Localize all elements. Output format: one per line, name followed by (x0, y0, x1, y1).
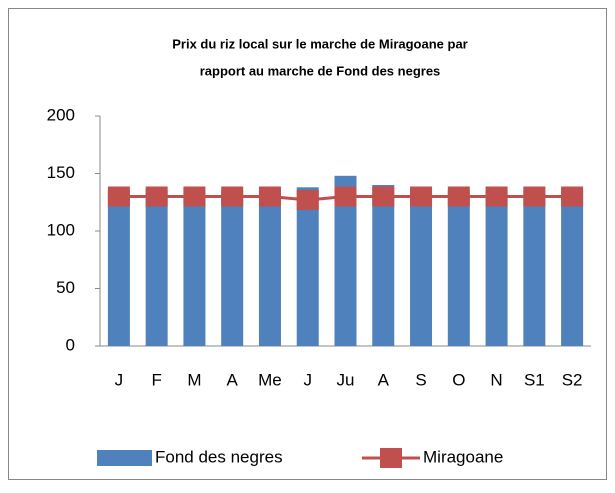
x-tick-label: S1 (524, 370, 545, 389)
bar (258, 190, 281, 346)
bar (447, 190, 470, 346)
line-marker (258, 186, 281, 207)
chart-title: Prix du riz local sur le marche de Mirag… (172, 36, 468, 51)
line-marker (183, 186, 206, 207)
line-marker (296, 189, 319, 210)
bar (523, 190, 546, 346)
x-tick-label: A (227, 370, 239, 389)
bar (485, 190, 508, 346)
line-marker (372, 186, 395, 207)
legend-swatch (380, 448, 402, 468)
line-marker (485, 186, 508, 207)
legend-label: Fond des negres (155, 447, 283, 466)
x-tick-label: Me (258, 370, 282, 389)
bar (334, 175, 357, 346)
x-tick-label: S2 (562, 370, 583, 389)
bar (410, 190, 433, 346)
line-marker (561, 186, 584, 207)
line-marker (107, 186, 130, 207)
x-tick-label: M (187, 370, 201, 389)
bar (296, 187, 319, 346)
line-marker (447, 186, 470, 207)
line-marker (221, 186, 244, 207)
bar (183, 190, 206, 346)
bar (107, 190, 130, 346)
bar (221, 190, 244, 346)
x-tick-label: A (378, 370, 390, 389)
legend-label: Miragoane (423, 447, 503, 466)
line-marker (410, 186, 433, 207)
y-tick-label: 150 (47, 163, 75, 182)
x-tick-label: J (303, 370, 312, 389)
y-tick-label: 200 (47, 105, 75, 124)
chart-title: rapport au marche de Fond des negres (200, 63, 441, 78)
y-tick-label: 0 (66, 335, 75, 354)
y-tick-label: 50 (56, 278, 75, 297)
line-marker (334, 186, 357, 207)
bar (561, 190, 584, 346)
bar (145, 190, 168, 346)
x-tick-label: Ju (337, 370, 355, 389)
legend-swatch (97, 450, 152, 466)
x-tick-label: F (151, 370, 161, 389)
x-tick-label: N (490, 370, 502, 389)
bar (372, 185, 395, 346)
x-tick-label: S (415, 370, 426, 389)
y-tick-label: 100 (47, 220, 75, 239)
x-tick-label: O (452, 370, 465, 389)
x-tick-label: J (115, 370, 124, 389)
line-marker (145, 186, 168, 207)
line-marker (523, 186, 546, 207)
